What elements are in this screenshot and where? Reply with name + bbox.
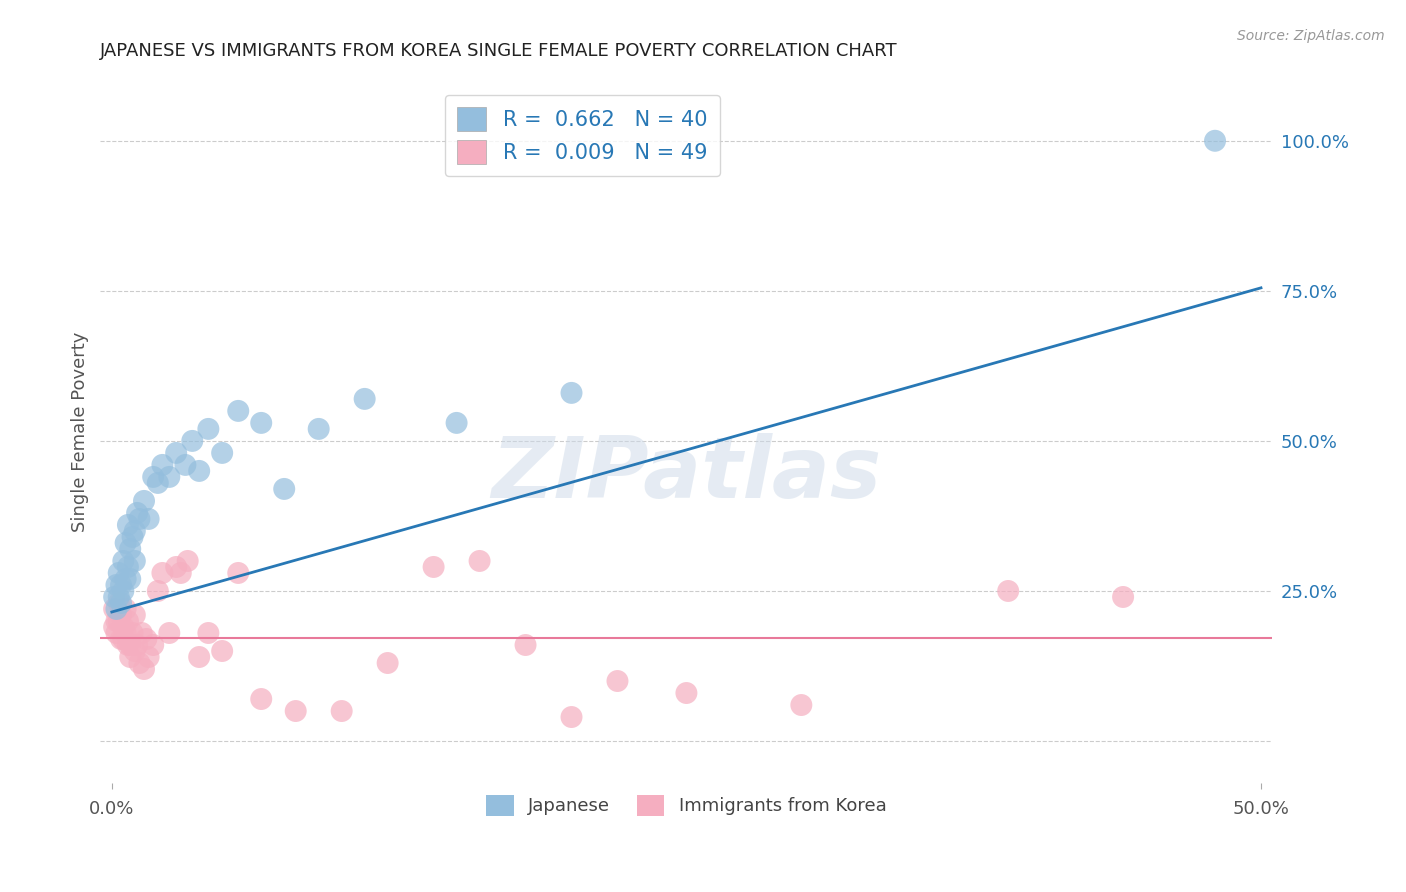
Point — [114, 572, 136, 586]
Point — [170, 566, 193, 580]
Point — [105, 602, 128, 616]
Point — [132, 494, 155, 508]
Point — [308, 422, 330, 436]
Point — [107, 590, 129, 604]
Point — [181, 434, 204, 448]
Point — [273, 482, 295, 496]
Point — [188, 464, 211, 478]
Point — [107, 596, 129, 610]
Point — [128, 512, 150, 526]
Point — [120, 638, 142, 652]
Point — [197, 422, 219, 436]
Point — [110, 578, 132, 592]
Point — [110, 632, 132, 646]
Point — [117, 560, 139, 574]
Point — [124, 644, 146, 658]
Point — [165, 446, 187, 460]
Point — [117, 638, 139, 652]
Point — [120, 650, 142, 665]
Point — [377, 656, 399, 670]
Point — [226, 566, 249, 580]
Point — [121, 626, 143, 640]
Point — [250, 692, 273, 706]
Point — [105, 578, 128, 592]
Point — [330, 704, 353, 718]
Point — [174, 458, 197, 472]
Point — [560, 385, 582, 400]
Text: ZIPatlas: ZIPatlas — [491, 433, 882, 516]
Point — [114, 536, 136, 550]
Point — [124, 554, 146, 568]
Point — [157, 470, 180, 484]
Point — [446, 416, 468, 430]
Point — [103, 620, 125, 634]
Point — [211, 446, 233, 460]
Point — [127, 506, 149, 520]
Point — [138, 512, 160, 526]
Point — [211, 644, 233, 658]
Point — [1204, 134, 1226, 148]
Point — [103, 602, 125, 616]
Point — [250, 416, 273, 430]
Point — [127, 638, 149, 652]
Point — [138, 650, 160, 665]
Point — [114, 626, 136, 640]
Point — [142, 470, 165, 484]
Point — [146, 475, 169, 490]
Point — [107, 614, 129, 628]
Point — [128, 656, 150, 670]
Point — [515, 638, 537, 652]
Point — [157, 626, 180, 640]
Point — [114, 602, 136, 616]
Point — [124, 607, 146, 622]
Point — [152, 566, 174, 580]
Point — [176, 554, 198, 568]
Point — [1112, 590, 1135, 604]
Point — [120, 572, 142, 586]
Legend: Japanese, Immigrants from Korea: Japanese, Immigrants from Korea — [478, 786, 896, 824]
Text: JAPANESE VS IMMIGRANTS FROM KOREA SINGLE FEMALE POVERTY CORRELATION CHART: JAPANESE VS IMMIGRANTS FROM KOREA SINGLE… — [100, 42, 898, 60]
Point — [142, 638, 165, 652]
Point — [606, 673, 628, 688]
Text: Source: ZipAtlas.com: Source: ZipAtlas.com — [1237, 29, 1385, 43]
Point — [353, 392, 375, 406]
Point — [468, 554, 491, 568]
Point — [132, 662, 155, 676]
Point — [120, 541, 142, 556]
Point — [790, 698, 813, 712]
Point — [121, 530, 143, 544]
Point — [105, 626, 128, 640]
Point — [112, 632, 135, 646]
Point — [226, 404, 249, 418]
Point — [112, 584, 135, 599]
Point — [197, 626, 219, 640]
Point — [284, 704, 307, 718]
Point — [152, 458, 174, 472]
Point — [135, 632, 157, 646]
Point — [124, 524, 146, 538]
Point — [112, 620, 135, 634]
Point — [146, 584, 169, 599]
Y-axis label: Single Female Poverty: Single Female Poverty — [72, 332, 89, 533]
Point — [110, 596, 132, 610]
Point — [117, 614, 139, 628]
Point — [188, 650, 211, 665]
Point — [103, 590, 125, 604]
Point — [112, 554, 135, 568]
Point — [107, 566, 129, 580]
Point — [997, 584, 1019, 599]
Point — [560, 710, 582, 724]
Point — [117, 518, 139, 533]
Point — [675, 686, 697, 700]
Point — [165, 560, 187, 574]
Point — [105, 614, 128, 628]
Point — [110, 607, 132, 622]
Point — [422, 560, 444, 574]
Point — [131, 626, 153, 640]
